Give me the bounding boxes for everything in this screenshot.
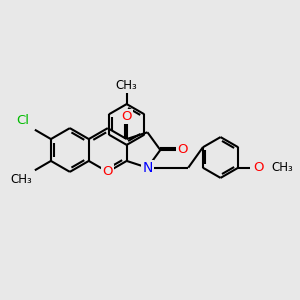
- Text: O: O: [122, 110, 132, 123]
- Text: O: O: [103, 165, 113, 178]
- Text: Cl: Cl: [16, 114, 30, 128]
- Text: N: N: [142, 161, 153, 175]
- Text: O: O: [178, 143, 188, 157]
- Text: O: O: [254, 161, 264, 174]
- Text: CH₃: CH₃: [10, 172, 32, 186]
- Text: CH₃: CH₃: [272, 161, 293, 174]
- Text: CH₃: CH₃: [116, 79, 137, 92]
